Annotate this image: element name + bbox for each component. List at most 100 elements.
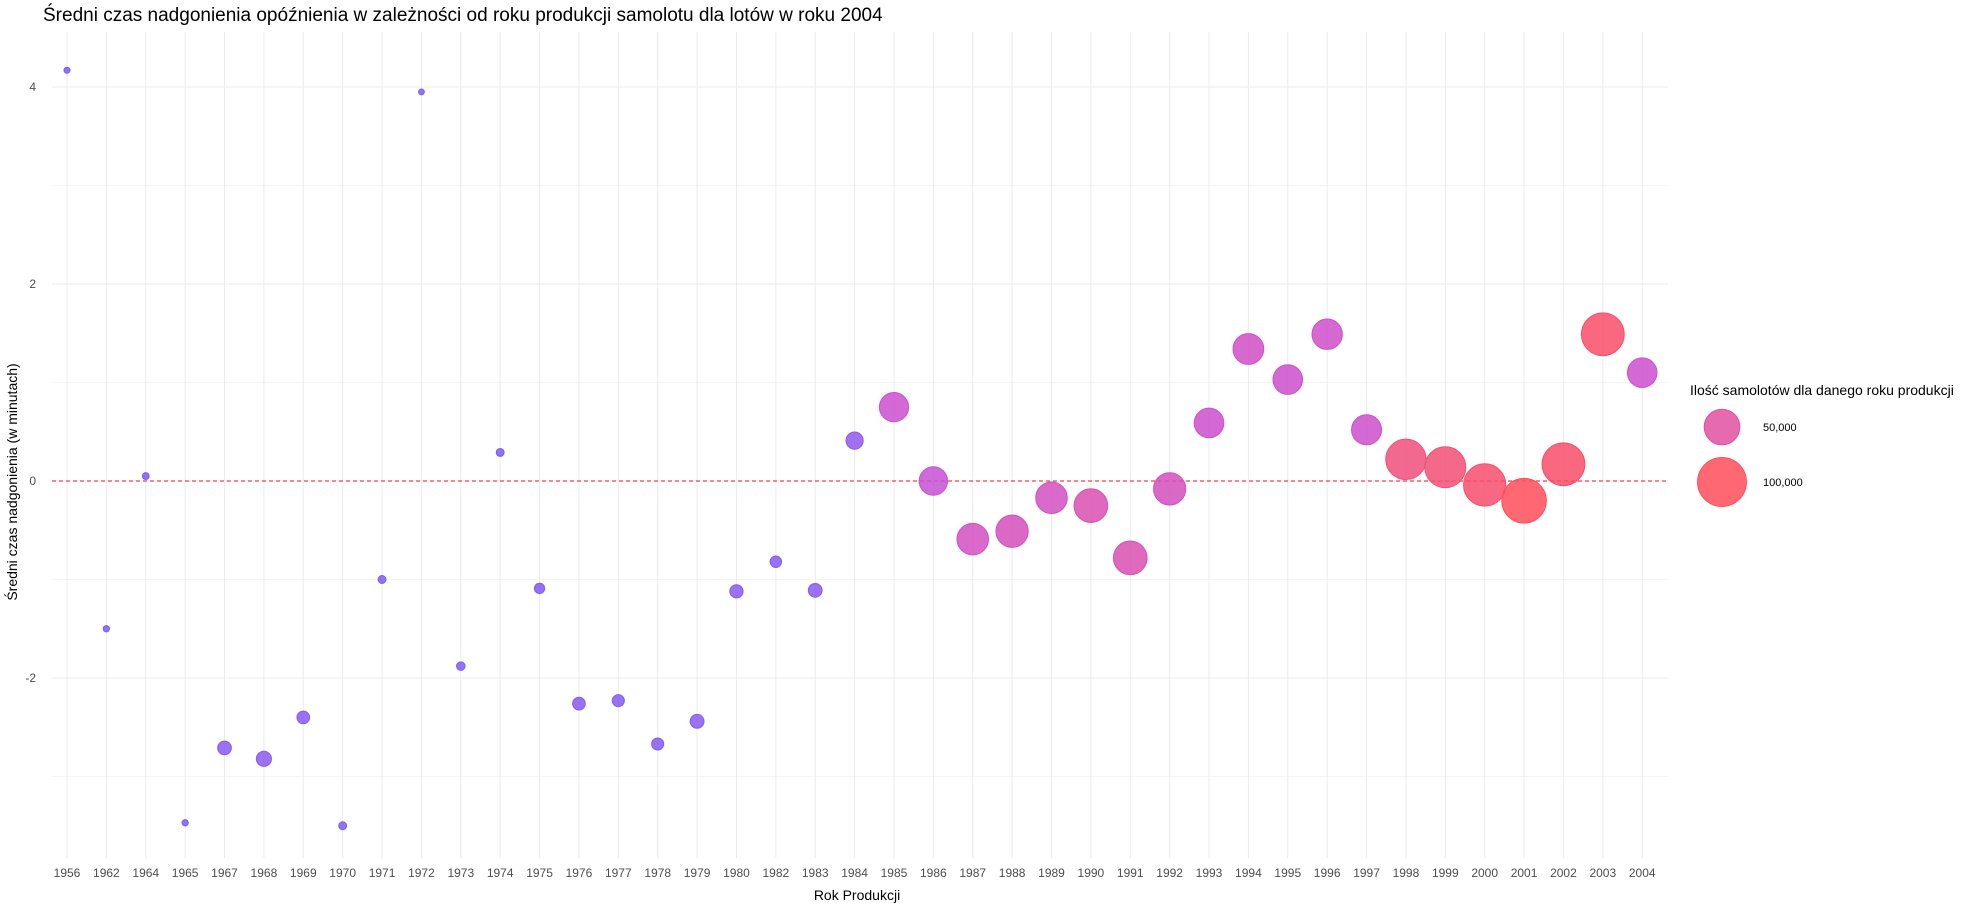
- data-point-1997: [1351, 414, 1383, 446]
- x-tick-label: 1983: [802, 866, 829, 880]
- data-points: [63, 66, 1658, 831]
- legend-title: Ilość samolotów dla danego roku produkcj…: [1690, 382, 1954, 398]
- x-tick-label: 1987: [959, 866, 986, 880]
- data-point-1995: [1272, 364, 1304, 395]
- data-point-1987: [956, 522, 989, 556]
- data-point-1967: [217, 740, 232, 756]
- data-point-1985: [878, 392, 910, 423]
- x-tick-label: 2003: [1589, 866, 1616, 880]
- data-point-1984: [845, 431, 864, 450]
- x-tick-label: 1993: [1196, 866, 1223, 880]
- data-point-1978: [651, 737, 665, 751]
- x-tick-label: 1967: [211, 866, 238, 880]
- x-tick-label: 1982: [762, 866, 789, 880]
- data-point-2001: [1501, 477, 1547, 524]
- data-point-1968: [255, 750, 272, 767]
- y-tick-label: 2: [29, 277, 36, 291]
- data-point-1979: [689, 713, 705, 729]
- data-point-2002: [1541, 442, 1586, 487]
- data-point-1972: [417, 88, 425, 96]
- y-tick-label: 4: [29, 80, 36, 94]
- legend: Ilość samolotów dla danego roku produkcj…: [1690, 382, 1954, 507]
- data-point-1956: [63, 66, 71, 74]
- data-point-1974: [495, 447, 505, 457]
- data-point-1989: [1035, 481, 1068, 515]
- data-point-2000: [1463, 463, 1507, 507]
- x-tick-label: 1973: [447, 866, 474, 880]
- data-point-1998: [1385, 438, 1427, 481]
- data-point-1996: [1311, 318, 1343, 350]
- data-point-2003: [1580, 312, 1625, 357]
- legend-label-2: 100,000: [1763, 477, 1803, 489]
- x-axis-label: Rok Produkcji: [814, 887, 900, 903]
- data-point-1990: [1073, 488, 1109, 523]
- x-axis-ticks: 1956 1962 1964 1965 1967 1968 1969 1970 1971 1972…: [54, 866, 1656, 880]
- x-tick-label: 1996: [1314, 866, 1341, 880]
- data-point-1999: [1424, 446, 1467, 489]
- data-point-1980: [729, 584, 744, 599]
- x-tick-label: 1956: [54, 866, 81, 880]
- x-tick-label: 1991: [1117, 866, 1144, 880]
- x-tick-label: 1986: [920, 866, 947, 880]
- x-tick-label: 2004: [1629, 866, 1656, 880]
- data-point-1988: [995, 514, 1029, 548]
- data-point-1993: [1193, 407, 1225, 439]
- y-axis-ticks: -2 0 2 4: [25, 80, 36, 685]
- x-tick-label: 1997: [1353, 866, 1380, 880]
- data-point-1964: [141, 472, 150, 480]
- data-point-1970: [338, 821, 348, 831]
- x-tick-label: 1972: [408, 866, 435, 880]
- legend-key-1: [1703, 408, 1741, 446]
- x-tick-label: 2000: [1471, 866, 1498, 880]
- x-tick-label: 1999: [1432, 866, 1459, 880]
- data-point-1973: [456, 661, 466, 671]
- x-tick-label: 1968: [251, 866, 278, 880]
- data-point-2004: [1626, 357, 1658, 388]
- x-tick-label: 1965: [172, 866, 199, 880]
- x-tick-label: 2002: [1550, 866, 1577, 880]
- data-point-1971: [377, 575, 387, 584]
- x-tick-label: 1980: [723, 866, 750, 880]
- x-tick-label: 1985: [881, 866, 908, 880]
- x-tick-label: 1998: [1393, 866, 1420, 880]
- data-point-1976: [572, 696, 586, 711]
- x-tick-label: 1995: [1274, 866, 1301, 880]
- y-tick-label: -2: [25, 671, 36, 685]
- data-point-1965: [181, 819, 189, 827]
- x-tick-label: 1978: [644, 866, 671, 880]
- x-tick-label: 1970: [329, 866, 356, 880]
- data-point-1992: [1153, 472, 1187, 506]
- x-tick-label: 1971: [369, 866, 396, 880]
- data-point-1962: [102, 625, 111, 633]
- x-tick-label: 1964: [132, 866, 159, 880]
- chart-title: Średni czas nadgonienia opóźnienia w zal…: [43, 4, 883, 26]
- x-tick-label: 1962: [93, 866, 120, 880]
- grid: [52, 32, 1668, 858]
- legend-key-2: [1697, 457, 1747, 507]
- x-tick-label: 1979: [684, 866, 711, 880]
- y-axis-label: Średni czas nadgonienia (w minutach): [3, 363, 20, 600]
- data-point-1983: [807, 582, 823, 598]
- x-tick-label: 1994: [1235, 866, 1262, 880]
- data-point-1986: [918, 466, 949, 496]
- x-tick-label: 1977: [605, 866, 632, 880]
- legend-label-1: 50,000: [1763, 422, 1797, 434]
- x-tick-label: 1992: [1156, 866, 1183, 880]
- data-point-1991: [1112, 540, 1148, 576]
- data-point-1982: [769, 555, 783, 568]
- y-tick-label: 0: [29, 474, 36, 488]
- x-tick-label: 1989: [1038, 866, 1065, 880]
- data-point-1994: [1232, 333, 1265, 365]
- data-point-1975: [533, 582, 546, 595]
- x-tick-label: 2001: [1511, 866, 1538, 880]
- x-tick-label: 1976: [566, 866, 593, 880]
- data-point-1969: [296, 710, 311, 725]
- x-tick-label: 1984: [841, 866, 868, 880]
- x-tick-label: 1988: [999, 866, 1026, 880]
- data-point-1977: [611, 694, 625, 708]
- x-tick-label: 1974: [487, 866, 514, 880]
- x-tick-label: 1969: [290, 866, 317, 880]
- x-tick-label: 1990: [1078, 866, 1105, 880]
- x-tick-label: 1975: [526, 866, 553, 880]
